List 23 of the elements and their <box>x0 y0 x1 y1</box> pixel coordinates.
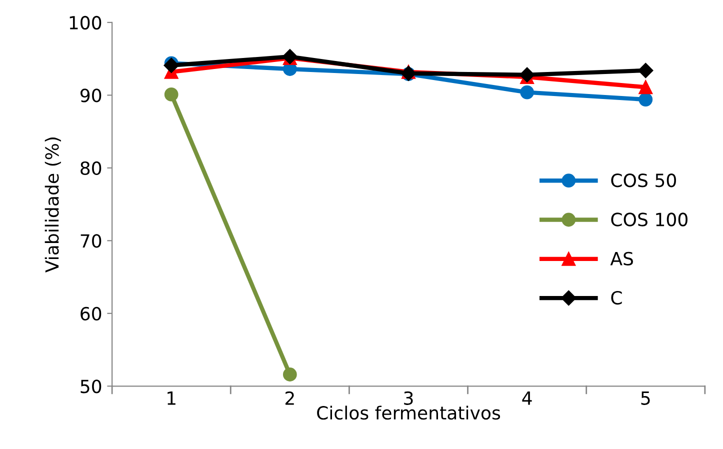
y-tick-label: 90 <box>80 88 102 102</box>
y-tick-label: 100 <box>70 16 102 30</box>
legend-label: COS 50 <box>611 174 676 188</box>
y-axis-title: Viabilidade (%) <box>44 138 61 272</box>
x-tick-label: 5 <box>641 392 650 405</box>
legend-label: COS 100 <box>611 212 688 226</box>
point <box>638 62 654 78</box>
point <box>282 368 297 382</box>
y-tick-label: 50 <box>80 380 102 394</box>
x-tick-label: 4 <box>522 392 532 405</box>
x-axis-title: Ciclos fermentativos <box>317 406 500 420</box>
legend-label: C <box>611 290 622 305</box>
y-tick-label: 60 <box>80 306 102 321</box>
y-tick-label: 70 <box>80 234 102 248</box>
y-tick-label: 80 <box>80 161 102 176</box>
x-tick-label: 3 <box>404 391 413 405</box>
point <box>638 80 653 94</box>
point <box>638 92 653 106</box>
x-tick-label: 1 <box>168 392 176 405</box>
x-tick-label: 2 <box>286 391 294 405</box>
point <box>520 85 534 100</box>
point <box>164 88 178 102</box>
legend-label: AS <box>610 252 633 266</box>
